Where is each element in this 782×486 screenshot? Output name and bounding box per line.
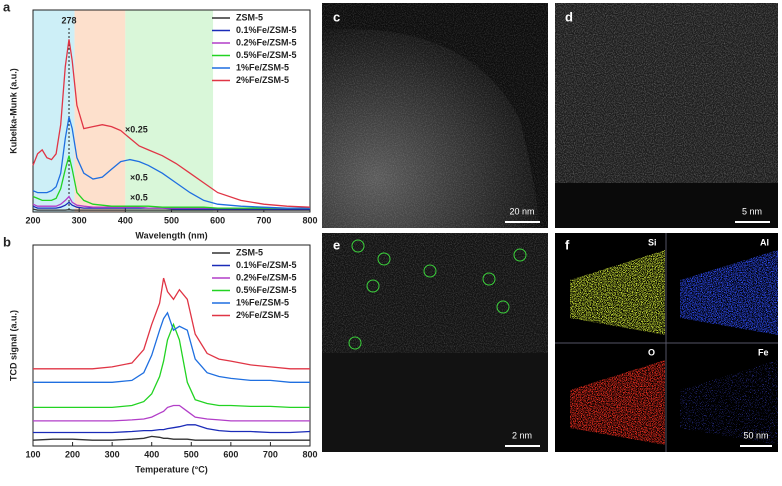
x-tick-label: 500 bbox=[164, 215, 179, 225]
x-tick-label: 800 bbox=[302, 215, 317, 225]
annotation: ×0.5 bbox=[130, 172, 148, 182]
x-tick-label: 800 bbox=[302, 449, 317, 459]
fe-map bbox=[680, 360, 778, 445]
si-map bbox=[570, 250, 665, 335]
x-tick-label: 300 bbox=[72, 215, 87, 225]
series-line bbox=[33, 322, 310, 409]
image-grain bbox=[322, 3, 548, 228]
series-line bbox=[32, 208, 310, 211]
x-tick-label: 200 bbox=[25, 215, 40, 225]
x-tick-label: 400 bbox=[118, 215, 133, 225]
legend-label: 1%Fe/ZSM-5 bbox=[236, 62, 289, 72]
panel-letter: f bbox=[565, 237, 570, 252]
shaded-band bbox=[74, 10, 126, 212]
series-line bbox=[33, 311, 310, 383]
x-tick-label: 600 bbox=[223, 449, 238, 459]
element-label: Si bbox=[648, 237, 657, 247]
legend-label: 0.2%Fe/ZSM-5 bbox=[236, 272, 297, 282]
series-line bbox=[33, 404, 310, 422]
panel-f: f Si Al O Fe 50 nm bbox=[555, 233, 778, 452]
element-label: Al bbox=[760, 237, 769, 247]
x-tick-label: 700 bbox=[256, 215, 271, 225]
annotation: ×0.25 bbox=[125, 124, 148, 134]
series-line bbox=[32, 435, 310, 441]
highlight-circles bbox=[348, 239, 527, 350]
series-line bbox=[32, 116, 310, 209]
panel-e: e 2 nm bbox=[322, 233, 548, 452]
image-edge bbox=[555, 183, 778, 228]
series-line bbox=[32, 155, 310, 209]
x-tick-label: 300 bbox=[105, 449, 120, 459]
x-tick-label: 500 bbox=[184, 449, 199, 459]
o-map bbox=[570, 360, 665, 445]
legend-label: 0.1%Fe/ZSM-5 bbox=[236, 260, 297, 270]
annotation: ×0.5 bbox=[130, 192, 148, 202]
al-map bbox=[680, 250, 778, 335]
chart: 200 300 400 500 600 700 800 Wavelength (nm) Kube… bbox=[3, 0, 318, 240]
x-axis-label: Wavelength (nm) bbox=[135, 230, 207, 240]
x-tick-label: 100 bbox=[25, 449, 40, 459]
panel-letter: e bbox=[333, 237, 340, 252]
scale-bar-label: 20 nm bbox=[509, 206, 534, 216]
x-tick-label: 400 bbox=[144, 449, 159, 459]
series-line bbox=[33, 424, 311, 434]
plot-frame bbox=[32, 244, 311, 447]
element-label: O bbox=[648, 347, 655, 357]
legend-label: 0.1%Fe/ZSM-5 bbox=[236, 25, 297, 35]
x-axis-label: Temperature (°C) bbox=[135, 464, 207, 474]
legend-label: 1%Fe/ZSM-5 bbox=[236, 297, 289, 307]
series-line bbox=[33, 277, 310, 370]
legend-label: 0.5%Fe/ZSM-5 bbox=[236, 50, 297, 60]
scale-bar-label: 2 nm bbox=[512, 430, 532, 440]
x-tick-label: 600 bbox=[210, 215, 225, 225]
image-grain bbox=[322, 233, 548, 353]
legend-label: 2%Fe/ZSM-5 bbox=[236, 310, 289, 320]
series-line bbox=[32, 201, 310, 210]
shaded-band bbox=[33, 10, 75, 212]
y-axis-label: TCD signal (a.u.) bbox=[8, 310, 18, 381]
scale-bar-label: 5 nm bbox=[742, 206, 762, 216]
legend-label: ZSM-5 bbox=[236, 247, 263, 257]
panel-letter: a bbox=[3, 0, 11, 14]
y-axis-label: Kubelka-Munk (a.u.) bbox=[8, 68, 18, 154]
x-tick-label: 700 bbox=[263, 449, 278, 459]
scale-bar-label: 50 nm bbox=[743, 430, 768, 440]
panel-letter: b bbox=[3, 234, 11, 249]
panel-c: c 20 nm bbox=[322, 3, 548, 228]
chart: 100 200 300 400 500 600 700 800 Temperature (°C)… bbox=[3, 234, 318, 474]
image-grain bbox=[555, 3, 778, 183]
series-line bbox=[32, 39, 311, 208]
panel-letter: d bbox=[565, 9, 573, 24]
legend-label: 0.5%Fe/ZSM-5 bbox=[236, 285, 297, 295]
legend-label: 0.2%Fe/ZSM-5 bbox=[236, 37, 297, 47]
panel-letter: c bbox=[333, 9, 340, 24]
x-tick-label: 200 bbox=[65, 449, 80, 459]
element-label: Fe bbox=[758, 347, 769, 357]
panel-d: d 5 nm bbox=[555, 3, 778, 228]
peak-label: 278 bbox=[61, 15, 76, 25]
legend-label: 2%Fe/ZSM-5 bbox=[236, 75, 289, 85]
legend-label: ZSM-5 bbox=[236, 12, 263, 22]
